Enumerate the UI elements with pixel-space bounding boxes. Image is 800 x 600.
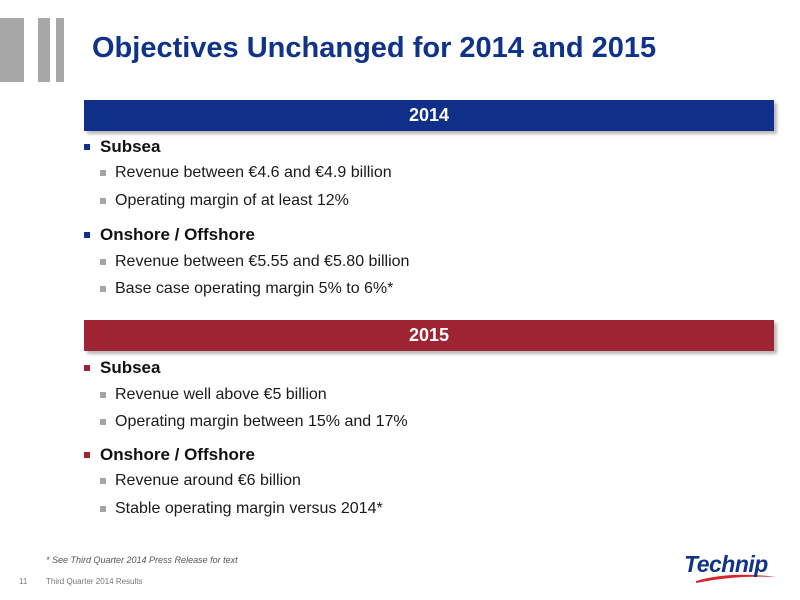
year-banner-2015: 2015	[84, 320, 774, 351]
bullet-square-icon	[100, 198, 106, 204]
list-item: Stable operating margin versus 2014*	[100, 500, 383, 518]
company-logo: Technip	[684, 551, 784, 585]
segment-heading: Onshore / Offshore	[84, 225, 255, 245]
bullet-square-icon	[84, 452, 90, 458]
list-item: Operating margin between 15% and 17%	[100, 413, 408, 431]
bullet-square-icon	[100, 392, 106, 398]
list-item-text: Revenue between €5.55 and €5.80 billion	[115, 253, 410, 270]
decorative-bar	[0, 18, 24, 82]
bullet-square-icon	[100, 506, 106, 512]
segment-name: Onshore / Offshore	[100, 445, 255, 464]
bullet-square-icon	[84, 232, 90, 238]
list-item-text: Operating margin of at least 12%	[115, 192, 349, 209]
list-item: Operating margin of at least 12%	[100, 192, 349, 210]
bullet-square-icon	[100, 419, 106, 425]
list-item: Revenue well above €5 billion	[100, 386, 327, 404]
bullet-square-icon	[100, 170, 106, 176]
year-label: 2014	[408, 105, 450, 125]
list-item-text: Revenue well above €5 billion	[115, 386, 327, 403]
bullet-square-icon	[100, 478, 106, 484]
segment-heading: Onshore / Offshore	[84, 445, 255, 465]
logo-swoosh-icon	[696, 574, 776, 583]
segment-heading: Subsea	[84, 358, 160, 378]
year-label: 2015	[408, 325, 450, 345]
list-item: Base case operating margin 5% to 6%*	[100, 280, 393, 298]
list-item-text: Operating margin between 15% and 17%	[115, 413, 408, 430]
segment-name: Onshore / Offshore	[100, 225, 255, 244]
page-number: 11	[19, 577, 28, 586]
list-item: Revenue between €4.6 and €4.9 billion	[100, 164, 392, 182]
footnote: * See Third Quarter 2014 Press Release f…	[46, 555, 238, 565]
bullet-square-icon	[84, 365, 90, 371]
bullet-square-icon	[84, 144, 90, 150]
year-banner-2014: 2014	[84, 100, 774, 131]
bullet-square-icon	[100, 286, 106, 292]
decorative-bar	[56, 18, 64, 82]
list-item: Revenue between €5.55 and €5.80 billion	[100, 253, 409, 271]
segment-heading: Subsea	[84, 137, 160, 157]
bullet-square-icon	[100, 259, 106, 265]
segment-name: Subsea	[100, 137, 161, 156]
list-item-text: Revenue around €6 billion	[115, 472, 301, 489]
segment-name: Subsea	[100, 358, 161, 377]
list-item-text: Stable operating margin versus 2014*	[115, 500, 383, 517]
decorative-bar	[38, 18, 50, 82]
list-item-text: Base case operating margin 5% to 6%*	[115, 280, 394, 297]
slide-title: Objectives Unchanged for 2014 and 2015	[92, 32, 657, 64]
logo-text: Technip	[684, 551, 768, 577]
list-item: Revenue around €6 billion	[100, 472, 301, 490]
footer-text: Third Quarter 2014 Results	[46, 577, 143, 586]
list-item-text: Revenue between €4.6 and €4.9 billion	[115, 164, 392, 181]
